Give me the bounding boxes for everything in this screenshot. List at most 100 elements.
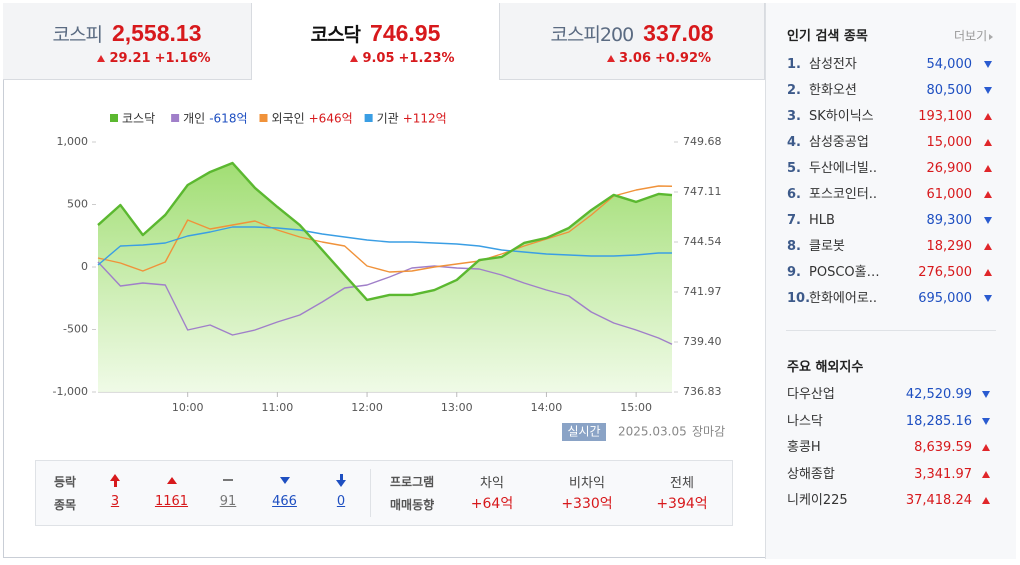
- breadth-icon: [203, 473, 253, 487]
- rank: 10.: [787, 291, 811, 306]
- separator: [786, 330, 996, 331]
- index-name: 코스피: [52, 24, 103, 46]
- program-value: +64억: [470, 496, 514, 512]
- breadth-count[interactable]: 3: [110, 494, 120, 509]
- up-arrow: [982, 470, 990, 478]
- arrow-head: [166, 476, 177, 484]
- direction: [984, 55, 992, 75]
- popular-item[interactable]: 9. POSCO홀… 276,500: [787, 263, 1002, 283]
- y-tick-label: 500: [67, 198, 88, 211]
- stock-price: 61,000: [926, 187, 973, 202]
- legend-swatch: [171, 114, 180, 122]
- direction: [982, 465, 990, 485]
- stock-name: SK하이닉스: [809, 109, 874, 124]
- legend-name[interactable]: 외국인: [272, 112, 305, 126]
- stock-price: 26,900: [926, 161, 973, 176]
- popular-item[interactable]: 8. 클로봇 18,290: [787, 237, 1002, 257]
- legend-name[interactable]: 기관: [377, 112, 399, 126]
- index-name: 다우산업: [787, 387, 835, 402]
- x-tick-label: 15:00: [620, 401, 652, 414]
- stock-price: 80,500: [926, 83, 973, 98]
- x-tick-label: 13:00: [441, 401, 473, 414]
- program-value: +394억: [656, 496, 708, 512]
- up-arrow: [982, 444, 990, 451]
- direction: [984, 159, 992, 179]
- direction: [984, 81, 992, 101]
- side-panel: 인기 검색 종목 더보기 1. 삼성전자 54,000 2. 한화오션 80,500 3. SK하…: [765, 3, 1016, 559]
- stock-price: 18,290: [926, 239, 973, 254]
- overseas-item[interactable]: 상해종합 3,341.97: [787, 465, 1002, 485]
- arrow-head: [336, 479, 346, 487]
- popular-item[interactable]: 3. SK하이닉스 193,100: [787, 107, 1002, 127]
- legend-name[interactable]: 코스닥: [122, 112, 155, 126]
- chart-status: 장마감: [692, 425, 725, 439]
- legend-value: -618억: [209, 112, 247, 126]
- breadth-count[interactable]: 466: [272, 494, 297, 509]
- more-arrow: [989, 33, 994, 40]
- index-tab[interactable]: 코스피 2,558.13 29.21 +1.16%: [3, 3, 252, 80]
- overseas-item[interactable]: 니케이225 37,418.24: [787, 491, 1002, 511]
- stock-name: 한화오션: [809, 83, 857, 98]
- stock-price: 54,000: [926, 57, 973, 72]
- popular-title: 인기 검색 종목: [787, 29, 868, 44]
- index-value: 337.08: [643, 20, 714, 46]
- overseas-item[interactable]: 나스닥 18,285.16: [787, 412, 1002, 432]
- direction: [984, 107, 992, 127]
- y-tick-label: 1,000: [57, 135, 89, 148]
- index-tab[interactable]: 코스피200 337.08 3.06 +0.92%: [500, 3, 765, 80]
- stock-name: 삼성중공업: [809, 135, 869, 150]
- overseas-item[interactable]: 홍콩H 8,639.59: [787, 438, 1002, 458]
- index-change: 9.05: [362, 51, 395, 66]
- stock-name: 클로봇: [809, 239, 845, 254]
- popular-item[interactable]: 2. 한화오션 80,500: [787, 81, 1002, 101]
- realtime-button[interactable]: 실시간: [567, 425, 600, 439]
- breadth-icon: [147, 473, 197, 487]
- popular-item[interactable]: 4. 삼성중공업 15,000: [787, 133, 1002, 153]
- up-arrow: [984, 165, 992, 172]
- y-tick-label: -1,000: [53, 385, 88, 398]
- index-tab[interactable]: 코스닥 746.95 9.05 +1.23%: [252, 3, 500, 80]
- stock-name: 두산에너빌..: [809, 161, 878, 176]
- breadth-icon: [90, 473, 140, 487]
- down-arrow: [982, 391, 990, 398]
- index-name: 니케이225: [787, 493, 848, 508]
- overseas-item[interactable]: 다우산업 42,520.99: [787, 385, 1002, 405]
- index-value: 42,520.99: [905, 387, 972, 402]
- legend-swatch: [364, 114, 373, 122]
- tab-change-row: 29.21 +1.16%: [53, 51, 251, 66]
- more-link[interactable]: 더보기: [954, 27, 994, 44]
- up-arrow: [606, 55, 615, 62]
- popular-item[interactable]: 10.한화에어로.. 695,000: [787, 289, 1002, 309]
- direction: [982, 438, 990, 458]
- x-tick-label: 14:00: [531, 401, 563, 414]
- stock-name: 한화에어로..: [809, 291, 878, 306]
- rank: 5.: [787, 161, 801, 176]
- popular-item[interactable]: 5. 두산에너빌.. 26,900: [787, 159, 1002, 179]
- breadth-icon: [260, 473, 310, 487]
- legend-name[interactable]: 개인: [183, 112, 205, 126]
- rank: 4.: [787, 135, 801, 150]
- line: [97, 261, 673, 345]
- chart-date: 2025.03.05: [618, 425, 687, 439]
- index-rate: +1.23%: [398, 51, 455, 66]
- popular-item[interactable]: 7. HLB 89,300: [787, 211, 1002, 231]
- arrow-head: [279, 476, 290, 484]
- line: [97, 226, 672, 266]
- tab-change-row: 3.06 +0.92%: [550, 51, 764, 66]
- direction: [984, 185, 992, 205]
- popular-item[interactable]: 6. 포스코인터.. 61,000: [787, 185, 1002, 205]
- direction: [982, 491, 990, 511]
- y-tick-label: -500: [63, 323, 88, 336]
- direction: [984, 237, 992, 257]
- popular-item[interactable]: 1. 삼성전자 54,000: [787, 55, 1002, 75]
- index-name: 홍콩H: [787, 440, 821, 455]
- program-name: 전체: [670, 476, 694, 491]
- breadth-count[interactable]: 1161: [154, 494, 189, 509]
- index-change: 3.06: [618, 51, 652, 66]
- direction: [982, 412, 990, 432]
- breadth-count[interactable]: 91: [219, 494, 237, 509]
- breadth-count[interactable]: 0: [336, 494, 346, 509]
- rank: 7.: [787, 213, 801, 228]
- up-arrow: [984, 191, 992, 198]
- stock-price: 276,500: [918, 265, 972, 280]
